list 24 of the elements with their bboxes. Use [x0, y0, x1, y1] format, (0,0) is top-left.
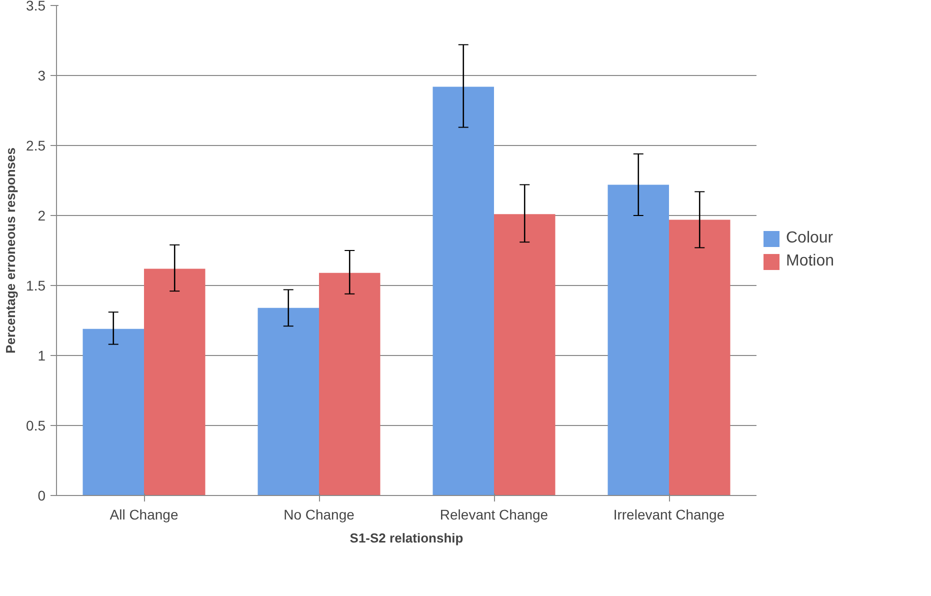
bar — [82, 328, 144, 496]
legend-label: Motion — [786, 252, 834, 270]
y-tick-label: 3.5 — [26, 0, 46, 14]
bar — [258, 308, 319, 496]
x-tick-label: All Change — [110, 506, 178, 522]
x-axis-title: S1-S2 relationship — [350, 530, 464, 546]
bar — [669, 220, 730, 496]
y-tick-label: 0.5 — [26, 418, 46, 434]
bar — [494, 214, 556, 496]
y-tick-label: 3 — [38, 68, 46, 84]
y-axis-title: Percentage erroneous responses — [3, 148, 18, 354]
x-tick-label: Irrelevant Change — [613, 506, 725, 522]
y-tick-label: 1.5 — [26, 278, 46, 294]
bar — [432, 86, 494, 496]
y-tick-label: 2.5 — [26, 138, 46, 154]
bar — [608, 184, 669, 496]
bar — [144, 268, 206, 496]
bar — [319, 272, 380, 496]
y-tick-label: 0 — [38, 488, 46, 504]
x-tick-label: Relevant Change — [440, 506, 548, 522]
legend-label: Colour — [786, 230, 834, 248]
x-tick-label: No Change — [284, 506, 355, 522]
y-tick-label: 1 — [38, 348, 46, 364]
y-tick-label: 2 — [38, 208, 46, 224]
